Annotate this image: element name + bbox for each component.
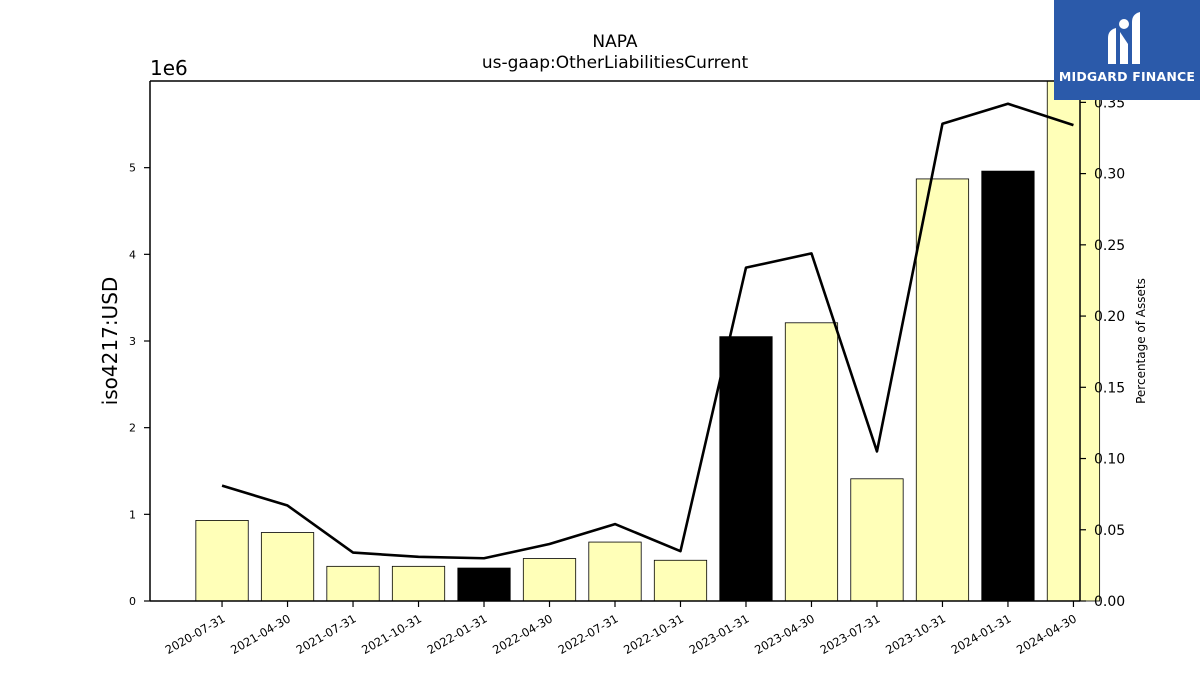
bar-2022-10-31: [653, 559, 708, 602]
y2-tick-label: 0.05: [1094, 523, 1125, 539]
bar-2021-07-31: [326, 565, 380, 602]
percentage-line: [221, 102, 1074, 560]
y-tick-label: 5: [129, 162, 136, 175]
y-tick-label: 4: [129, 248, 136, 261]
y2-tick-label: 0.00: [1094, 594, 1125, 610]
x-tick-label: 2021-07-31: [294, 611, 359, 657]
y-axis-label: iso4217:USD: [98, 277, 122, 406]
y-tick-label: 0: [129, 595, 136, 608]
y-tick-label: 3: [129, 335, 136, 348]
bar-2021-10-31: [391, 565, 446, 602]
logo-text: MIDGARD FINANCE: [1058, 69, 1196, 84]
y2-axis-label: Percentage of Assets: [1134, 278, 1148, 404]
x-tick-label: 2023-04-30: [752, 611, 817, 657]
y2-tick-label: 0.25: [1094, 238, 1125, 254]
bar-2023-01-31: [719, 336, 773, 602]
brand-logo: MIDGARD FINANCE: [1054, 0, 1200, 100]
bar-2024-04-30: [1046, 80, 1101, 602]
bar-2022-01-31: [457, 567, 511, 602]
chart-subtitle: us-gaap:OtherLiabilitiesCurrent: [481, 53, 749, 73]
bar-2021-04-30: [260, 532, 315, 602]
x-tick-label: 2022-04-30: [490, 611, 555, 657]
bar-2023-04-30: [784, 322, 839, 602]
bar-2022-07-31: [588, 541, 642, 602]
bar-2024-01-31: [981, 170, 1035, 602]
y2-tick-label: 0.30: [1094, 167, 1125, 183]
chart-title: NAPA: [592, 32, 638, 52]
y2-tick-label: 0.15: [1094, 380, 1125, 396]
x-tick-label: 2022-07-31: [556, 611, 621, 657]
y2-tick-label: 0.10: [1094, 452, 1125, 468]
y2-tick-label: 0.20: [1094, 309, 1125, 325]
x-tick-label: 2022-01-31: [425, 611, 490, 657]
x-tick-label: 2024-01-31: [949, 611, 1014, 657]
logo-mark-icon: [1108, 12, 1140, 64]
x-tick-label: 2023-01-31: [687, 611, 752, 657]
bar-2023-07-31: [850, 478, 904, 602]
y-tick-label: 1: [129, 508, 136, 521]
bar-2023-10-31: [915, 178, 970, 602]
x-tick-label: 2020-07-31: [163, 611, 228, 657]
y-axis-multiplier: 1e6: [150, 56, 188, 80]
x-tick-label: 2022-10-31: [621, 611, 686, 657]
x-tick-label: 2021-04-30: [228, 611, 293, 657]
x-tick-label: 2023-07-31: [818, 611, 883, 657]
bar-2022-04-30: [522, 558, 577, 602]
x-tick-label: 2021-10-31: [359, 611, 424, 657]
x-tick-label: 2023-10-31: [883, 611, 948, 657]
bar-2020-07-31: [195, 520, 249, 602]
y-tick-label: 2: [129, 422, 136, 435]
x-tick-label: 2024-04-30: [1014, 611, 1079, 657]
